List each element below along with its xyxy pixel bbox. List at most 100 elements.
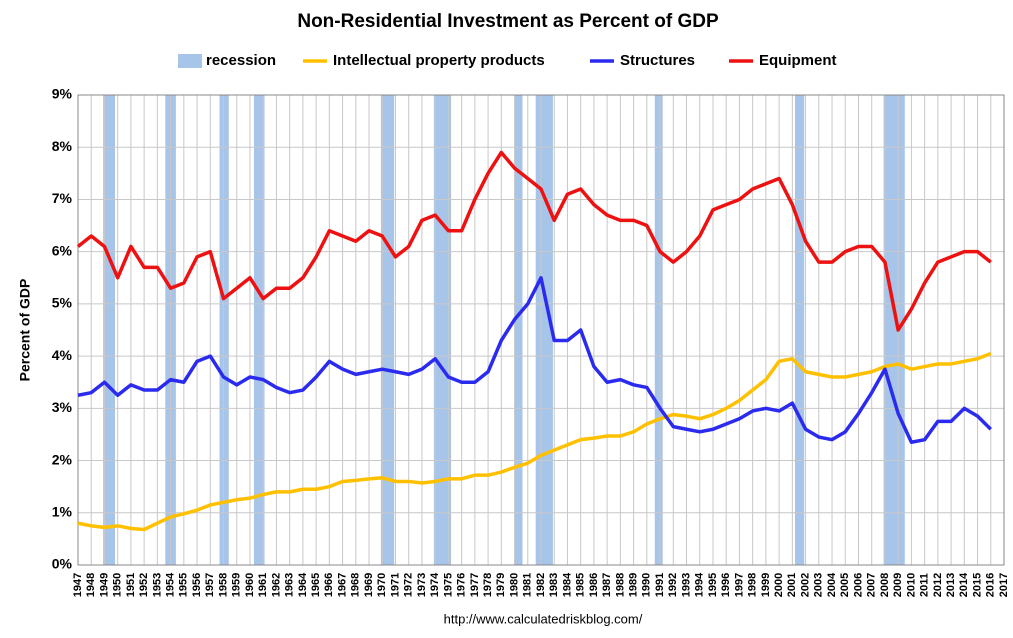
x-tick-label: 1961 (257, 573, 269, 597)
x-tick-label: 1995 (707, 573, 719, 597)
y-tick-label: 0% (52, 556, 73, 572)
x-tick-label: 1949 (98, 573, 110, 597)
x-tick-label: 1969 (363, 573, 375, 597)
series-line (77, 351, 992, 532)
x-tick-label: 2000 (773, 573, 785, 597)
y-tick-label: 9% (52, 86, 73, 102)
x-tick-label: 1985 (575, 573, 587, 597)
x-tick-label: 1948 (85, 573, 97, 597)
x-tick-label: 1952 (138, 573, 150, 597)
x-tick-label: 1979 (495, 573, 507, 597)
legend-label: Intellectual property products (333, 52, 545, 69)
y-tick-label: 3% (52, 399, 73, 415)
x-tick-label: 2001 (786, 573, 798, 597)
x-tick-label: 1980 (508, 573, 520, 597)
x-tick-label: 1956 (191, 573, 203, 597)
x-tick-label: 1953 (151, 573, 163, 597)
x-tick-label: 1991 (654, 573, 666, 597)
legend-swatch (178, 54, 202, 68)
x-tick-label: 1951 (125, 573, 137, 597)
recession-band (514, 95, 523, 565)
x-tick-label: 2005 (839, 573, 851, 597)
x-tick-label: 1977 (469, 573, 481, 597)
x-tick-label: 1993 (680, 573, 692, 597)
legend-label: Equipment (759, 52, 837, 69)
x-tick-label: 1999 (760, 573, 772, 597)
x-tick-label: 2011 (919, 573, 931, 597)
recession-band (654, 95, 663, 565)
x-tick-label: 1971 (389, 573, 401, 597)
recession-band (433, 95, 452, 565)
x-tick-label: 1970 (376, 573, 388, 597)
chart-title: Non-Residential Investment as Percent of… (297, 11, 719, 32)
recession-band (253, 95, 265, 565)
x-tick-label: 2002 (799, 573, 811, 597)
x-tick-label: 1986 (588, 573, 600, 597)
x-tick-label: 1972 (403, 573, 415, 597)
x-tick-label: 1957 (204, 573, 216, 597)
x-tick-label: 2010 (905, 573, 917, 597)
recession-band (794, 95, 805, 565)
x-tick-label: 1981 (522, 573, 534, 597)
x-tick-label: 2016 (985, 573, 997, 597)
x-tick-label: 1974 (429, 572, 441, 597)
x-tick-label: 2006 (852, 573, 864, 597)
x-tick-label: 1996 (720, 573, 732, 597)
x-tick-label: 1997 (733, 573, 745, 597)
series-line (77, 276, 993, 445)
x-tick-label: 1984 (561, 572, 573, 597)
y-axis-label: Percent of GDP (17, 279, 33, 382)
x-tick-label: 1988 (614, 573, 626, 597)
x-tick-label: 2003 (813, 573, 825, 597)
x-tick-label: 1994 (694, 572, 706, 597)
source: http://www.calculatedriskblog.com/ (444, 611, 643, 626)
x-tick-label: 1967 (336, 573, 348, 597)
x-tick-label: 1954 (165, 572, 177, 597)
x-tick-label: 1955 (178, 573, 190, 597)
x-tick-label: 1998 (747, 573, 759, 597)
y-tick-label: 7% (52, 190, 73, 206)
x-tick-label: 1962 (270, 573, 282, 597)
x-tick-label: 2012 (932, 573, 944, 597)
recession-band (535, 95, 553, 565)
x-tick-label: 2015 (971, 573, 983, 597)
x-tick-label: 1973 (416, 573, 428, 597)
y-tick-label: 1% (52, 503, 73, 519)
x-tick-label: 1976 (456, 573, 468, 597)
x-tick-label: 2007 (866, 573, 878, 597)
x-tick-label: 1965 (310, 573, 322, 597)
x-tick-label: 1982 (535, 573, 547, 597)
x-tick-label: 1947 (72, 573, 84, 597)
series-line (76, 150, 992, 332)
recession-band (883, 95, 905, 565)
x-tick-label: 2009 (892, 573, 904, 597)
x-tick-label: 1975 (442, 573, 454, 597)
x-tick-label: 1992 (667, 573, 679, 597)
x-tick-label: 1958 (217, 573, 229, 597)
x-tick-label: 1978 (482, 573, 494, 597)
y-tick-label: 2% (52, 451, 73, 467)
x-tick-label: 1964 (297, 572, 309, 597)
plot-border (77, 94, 1005, 566)
legend-label: Structures (620, 52, 695, 69)
y-tick-label: 6% (52, 242, 73, 258)
x-tick-label: 1968 (350, 573, 362, 597)
recession-band (219, 95, 229, 565)
y-tick-label: 4% (52, 347, 73, 363)
x-tick-label: 1990 (641, 573, 653, 597)
x-tick-label: 2004 (826, 572, 838, 597)
recession-band (380, 95, 395, 565)
x-tick-label: 2017 (998, 573, 1010, 597)
x-tick-label: 1959 (231, 573, 243, 597)
x-tick-label: 1966 (323, 573, 335, 597)
y-tick-label: 8% (52, 138, 73, 154)
x-tick-label: 1987 (601, 573, 613, 597)
x-tick-label: 1989 (628, 573, 640, 597)
x-tick-label: 1963 (284, 573, 296, 597)
recession-band (103, 95, 116, 565)
x-tick-label: 1983 (548, 573, 560, 597)
x-tick-label: 2008 (879, 573, 891, 597)
y-tick-label: 5% (52, 295, 73, 311)
legend-label: recession (206, 52, 276, 69)
